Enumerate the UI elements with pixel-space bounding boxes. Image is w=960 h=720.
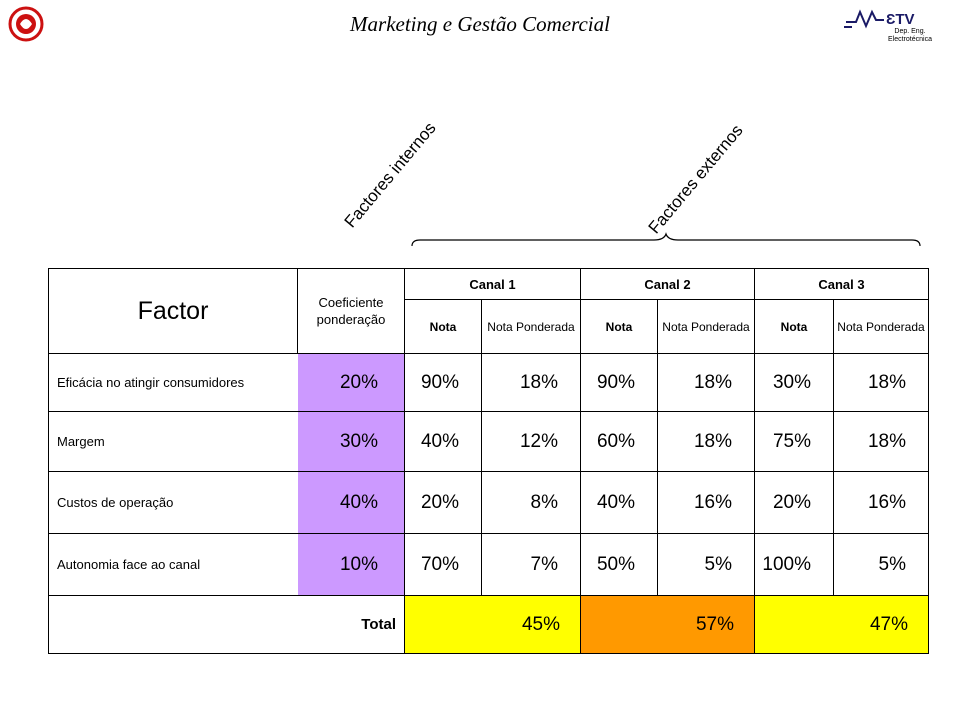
channel-3-header: Canal 3	[754, 268, 929, 300]
nota-header: Nota	[754, 299, 834, 354]
nota-header: Nota	[580, 299, 658, 354]
row-label: Custos de operação	[48, 471, 298, 534]
channel-2-nota: 90%	[580, 353, 658, 412]
presentation-title: Marketing e Gestão Comercial	[350, 12, 610, 36]
channel-2-ponderada: 18%	[657, 411, 755, 472]
internal-factors-label: Factores internos	[340, 118, 440, 232]
row-label: Autonomia face ao canal	[48, 533, 298, 596]
channel-3-nota: 100%	[754, 533, 834, 596]
table-row: Autonomia face ao canal 10% 70% 7% 50% 5…	[48, 533, 929, 596]
channel-2-ponderada: 5%	[657, 533, 755, 596]
channel-2-header: Canal 2	[580, 268, 755, 300]
external-factors-label: Factores externos	[644, 120, 747, 238]
nota-header: Nota	[404, 299, 482, 354]
nota-ponderada-header: Nota Ponderada	[481, 299, 581, 354]
channel-2-ponderada: 16%	[657, 471, 755, 534]
svg-text:ƐTV: ƐTV	[886, 11, 915, 28]
channel-3-nota: 30%	[754, 353, 834, 412]
channel-2-nota: 40%	[580, 471, 658, 534]
table-row: Eficácia no atingir consumidores 20% 90%…	[48, 353, 929, 412]
channel-1-ponderada: 8%	[481, 471, 581, 534]
nota-ponderada-header: Nota Ponderada	[833, 299, 929, 354]
coefficient-value: 30%	[297, 411, 405, 472]
channel-3-nota: 20%	[754, 471, 834, 534]
channel-3-total: 47%	[754, 595, 929, 654]
factor-header: Factor	[48, 268, 298, 354]
coefficient-value: 10%	[297, 533, 405, 596]
channel-1-nota: 90%	[404, 353, 482, 412]
channel-2-nota: 60%	[580, 411, 658, 472]
channel-1-header: Canal 1	[404, 268, 581, 300]
channel-2-ponderada: 18%	[657, 353, 755, 412]
coefficient-value: 20%	[297, 353, 405, 412]
department-caption: Dep. Eng. Electrotécnica	[888, 28, 932, 43]
channel-evaluation-table: Factor Coeficiente ponderação Canal 1 Ca…	[48, 268, 929, 654]
coefficient-header: Coeficiente ponderação	[297, 268, 405, 354]
row-label: Eficácia no atingir consumidores	[48, 353, 298, 412]
channel-2-total: 57%	[580, 595, 755, 654]
department-logo: ƐTV Dep. Eng. Electrotécnica	[842, 8, 946, 48]
total-label: Total	[48, 595, 405, 654]
channel-1-nota: 40%	[404, 411, 482, 472]
row-label: Margem	[48, 411, 298, 472]
channel-3-ponderada: 5%	[833, 533, 929, 596]
channel-3-ponderada: 16%	[833, 471, 929, 534]
nota-ponderada-header: Nota Ponderada	[657, 299, 755, 354]
channel-1-ponderada: 18%	[481, 353, 581, 412]
total-row: Total 45% 57% 47%	[48, 595, 929, 654]
channel-1-ponderada: 7%	[481, 533, 581, 596]
channel-1-nota: 20%	[404, 471, 482, 534]
channel-3-nota: 75%	[754, 411, 834, 472]
channel-1-total: 45%	[404, 595, 581, 654]
channel-1-nota: 70%	[404, 533, 482, 596]
coefficient-value: 40%	[297, 471, 405, 534]
table-row: Custos de operação 40% 20% 8% 40% 16% 20…	[48, 471, 929, 534]
channel-3-ponderada: 18%	[833, 353, 929, 412]
channel-2-nota: 50%	[580, 533, 658, 596]
external-factors-brace	[411, 232, 921, 247]
table-row: Margem 30% 40% 12% 60% 18% 75% 18%	[48, 411, 929, 472]
channel-3-ponderada: 18%	[833, 411, 929, 472]
channel-1-ponderada: 12%	[481, 411, 581, 472]
university-logo	[8, 6, 44, 42]
